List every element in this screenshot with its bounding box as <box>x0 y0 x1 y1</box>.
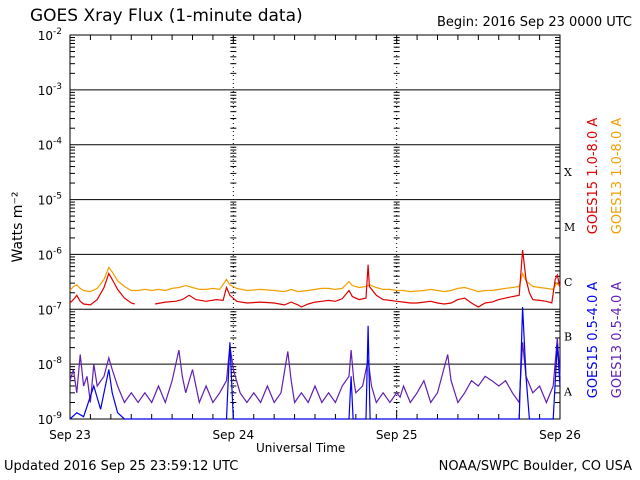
series-line <box>69 266 561 293</box>
legend-entry: GOES13 0.5-4.0 A <box>610 282 625 399</box>
y-tick-label: 10-7 <box>38 301 62 317</box>
series-line <box>69 337 561 405</box>
x-axis-label: Universal Time <box>256 441 346 455</box>
y-axis-label: Watts m⁻² <box>10 192 26 263</box>
y-tick-label: 10-4 <box>38 137 63 153</box>
series-line <box>69 250 561 308</box>
legend-entry: GOES13 1.0-8.0 A <box>610 118 625 235</box>
flare-class-label: X <box>564 166 572 179</box>
flare-class-label: M <box>564 221 575 234</box>
y-tick-label: 10-3 <box>38 82 62 98</box>
y-tick-label: 10-2 <box>38 27 62 43</box>
legend-entry: GOES15 1.0-8.0 A <box>586 118 601 235</box>
flare-class-label: A <box>563 386 573 399</box>
chart-title: GOES Xray Flux (1-minute data) <box>30 6 303 26</box>
flare-class-label: B <box>564 331 572 344</box>
updated-timestamp: Updated 2016 Sep 25 23:59:12 UTC <box>4 459 239 474</box>
x-tick-label: Sep 23 <box>49 428 91 442</box>
y-tick-label: 10-8 <box>38 356 63 372</box>
series-line <box>69 306 561 420</box>
y-tick-label: 10-9 <box>38 411 63 427</box>
plot-frame <box>69 34 561 420</box>
x-tick-label: Sep 24 <box>212 428 254 442</box>
x-tick-label: Sep 26 <box>539 428 581 442</box>
y-tick-label: 10-5 <box>38 192 62 208</box>
x-tick-label: Sep 25 <box>376 428 418 442</box>
begin-time-label: Begin: 2016 Sep 23 0000 UTC <box>436 15 632 30</box>
y-tick-label: 10-6 <box>38 246 63 262</box>
flare-class-label: C <box>564 276 572 289</box>
legend-entry: GOES15 0.5-4.0 A <box>586 282 601 399</box>
credit-label: NOAA/SWPC Boulder, CO USA <box>438 459 632 474</box>
